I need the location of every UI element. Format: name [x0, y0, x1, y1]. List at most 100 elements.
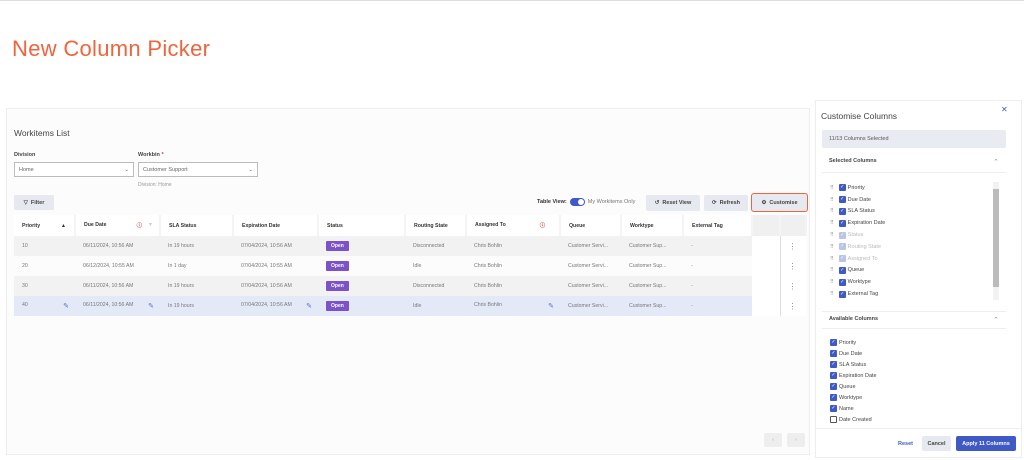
workbin-select[interactable]: Customer Support ⌄: [138, 162, 258, 177]
selected-columns-header[interactable]: Selected Columns ⌃: [822, 155, 1006, 173]
available-columns-header[interactable]: Available Columns ⌃: [822, 311, 1006, 329]
drag-handle-icon[interactable]: ⠿: [830, 220, 834, 227]
available-column-item[interactable]: ✓ Name: [830, 403, 990, 414]
column-header[interactable]: Queue: [560, 215, 622, 236]
more-options-icon[interactable]: ⋮: [779, 256, 806, 276]
selected-column-item[interactable]: ⠿ ✓ Queue: [830, 265, 990, 277]
available-column-item[interactable]: ✓ Expiration Date: [830, 370, 990, 381]
available-column-item[interactable]: ✓ Worktype: [830, 392, 990, 403]
table-row[interactable]: 20 06/12/2024, 10:55 AM In 1 day 07/04/2024…: [14, 256, 806, 276]
checkbox[interactable]: ✓: [838, 266, 846, 274]
division-select[interactable]: Home ⌄: [14, 162, 134, 177]
column-header[interactable]: SLA Status: [160, 215, 234, 236]
selected-column-item[interactable]: ⠿ ✓ Worktype: [830, 276, 990, 288]
column-header[interactable]: ▲ Priority: [14, 215, 76, 236]
cancel-button[interactable]: Cancel: [922, 436, 951, 451]
column-header[interactable]: Routing State: [405, 215, 467, 236]
checkbox[interactable]: [830, 416, 837, 423]
cell-value: Idle: [413, 303, 422, 309]
available-column-item[interactable]: Date Created: [830, 414, 990, 425]
checkbox[interactable]: ✓: [838, 207, 846, 215]
selected-column-item[interactable]: ⠿ ✓ Expiration Date: [830, 217, 990, 229]
selected-column-item[interactable]: ⠿ ✓ Assigned To: [830, 253, 990, 265]
selected-count: 11/13 Columns Selected: [822, 130, 1006, 148]
checkbox[interactable]: ✓: [838, 184, 846, 192]
drag-handle-icon[interactable]: ⠿: [830, 232, 834, 239]
checkbox[interactable]: ✓: [830, 405, 837, 412]
drag-handle-icon[interactable]: ⠿: [830, 196, 834, 203]
table-cell: In 19 hours: [160, 236, 233, 256]
reset-view-button[interactable]: ↺ Reset View: [646, 195, 700, 211]
close-icon[interactable]: ✕: [1001, 105, 1008, 114]
edit-icon[interactable]: ✎: [63, 303, 69, 310]
my-workitems-toggle[interactable]: [569, 198, 585, 206]
column-header[interactable]: ⓘ Assigned To: [466, 215, 561, 236]
cell-value: 06/11/2024, 10:56 AM: [83, 283, 134, 289]
checkbox[interactable]: ✓: [830, 350, 837, 357]
column-header[interactable]: ▼ ⓘ Due Date: [75, 215, 161, 236]
checkbox[interactable]: ✓: [838, 196, 846, 204]
table-row[interactable]: 30 06/11/2024, 10:56 AM In 19 hours 07/04/2…: [14, 276, 806, 296]
checkbox[interactable]: ✓: [830, 383, 837, 390]
scrollbar[interactable]: [993, 182, 999, 300]
column-header[interactable]: Expiration Date: [233, 215, 319, 236]
more-options-icon[interactable]: ⋮: [779, 296, 806, 316]
drag-handle-icon[interactable]: ⠿: [830, 279, 834, 286]
column-header[interactable]: External Tag: [683, 215, 753, 236]
drag-handle-icon[interactable]: ⠿: [830, 291, 834, 298]
selected-column-item[interactable]: ⠿ ✓ Due Date: [830, 194, 990, 206]
table-row[interactable]: ✎ 40 ✎ 06/11/2024, 10:56 AM In 19 hours ✎ 07/0…: [14, 296, 806, 316]
selected-column-item[interactable]: ⠿ ✓ Status: [830, 229, 990, 241]
sort-icon[interactable]: ▼: [147, 222, 153, 228]
checkbox[interactable]: ✓: [830, 339, 837, 346]
drag-handle-icon[interactable]: ⠿: [830, 255, 834, 262]
table-cell: Customer Sup...: [621, 296, 683, 316]
drag-handle-icon[interactable]: ⠿: [830, 243, 834, 250]
edit-icon[interactable]: ✎: [148, 303, 154, 310]
table-row[interactable]: 10 06/11/2024, 10:56 AM In 19 hours 07/04/2…: [14, 236, 806, 256]
info-icon: ⓘ: [539, 223, 545, 229]
available-column-item[interactable]: ✓ Due Date: [830, 348, 990, 359]
next-page-button[interactable]: ›: [787, 433, 805, 447]
table-cell: 07/04/2024, 10:56 AM: [233, 236, 318, 256]
edit-icon[interactable]: ✎: [306, 303, 312, 310]
refresh-button[interactable]: ⟳ Refresh: [704, 195, 748, 211]
selected-column-item[interactable]: ⠿ ✓ Routing State: [830, 241, 990, 253]
selected-column-item[interactable]: ⠿ ✓ SLA Status: [830, 206, 990, 218]
table-cell: 06/12/2024, 10:55 AM: [75, 256, 160, 276]
reset-button[interactable]: Reset: [898, 441, 913, 447]
cell-value: 06/12/2024, 10:55 AM: [83, 263, 134, 269]
column-header-label: Routing State: [414, 222, 448, 229]
column-label: Status: [847, 232, 864, 239]
column-header[interactable]: Worktype: [621, 215, 684, 236]
checkbox[interactable]: ✓: [838, 219, 846, 227]
more-options-icon[interactable]: ⋮: [779, 276, 806, 296]
available-column-item[interactable]: ✓ Queue: [830, 381, 990, 392]
cell-value: 07/04/2024, 10:55 AM: [241, 263, 292, 269]
sort-asc-icon[interactable]: ▲: [60, 222, 66, 229]
drag-handle-icon[interactable]: ⠿: [830, 267, 834, 274]
selected-column-item[interactable]: ⠿ ✓ External Tag: [830, 288, 990, 300]
column-header[interactable]: Status: [318, 215, 406, 236]
drag-handle-icon[interactable]: ⠿: [830, 208, 834, 215]
customise-button[interactable]: ⚙ Customise: [751, 193, 808, 212]
cell-value: In 19 hours: [168, 303, 194, 309]
edit-icon[interactable]: ✎: [548, 303, 554, 310]
division-value: Home: [19, 167, 34, 173]
table-cell: 07/04/2024, 10:56 AM: [233, 276, 318, 296]
cell-value: Customer Servi...: [568, 283, 609, 289]
checkbox[interactable]: ✓: [838, 278, 846, 286]
checkbox[interactable]: ✓: [838, 290, 846, 298]
prev-page-button[interactable]: ‹: [764, 433, 782, 447]
checkbox[interactable]: ✓: [830, 361, 837, 368]
checkbox[interactable]: ✓: [830, 394, 837, 401]
apply-columns-button[interactable]: Apply 11 Columns: [956, 436, 1016, 451]
filter-button[interactable]: ▽ Filter: [14, 195, 54, 210]
selected-column-item[interactable]: ⠿ ✓ Priority: [830, 182, 990, 194]
available-column-item[interactable]: ✓ SLA Status: [830, 359, 990, 370]
available-column-item[interactable]: ✓ Priority: [830, 337, 990, 348]
checkbox[interactable]: ✓: [830, 372, 837, 379]
more-options-icon[interactable]: ⋮: [779, 236, 806, 256]
column-label: Queue: [839, 383, 856, 390]
drag-handle-icon[interactable]: ⠿: [830, 184, 834, 191]
